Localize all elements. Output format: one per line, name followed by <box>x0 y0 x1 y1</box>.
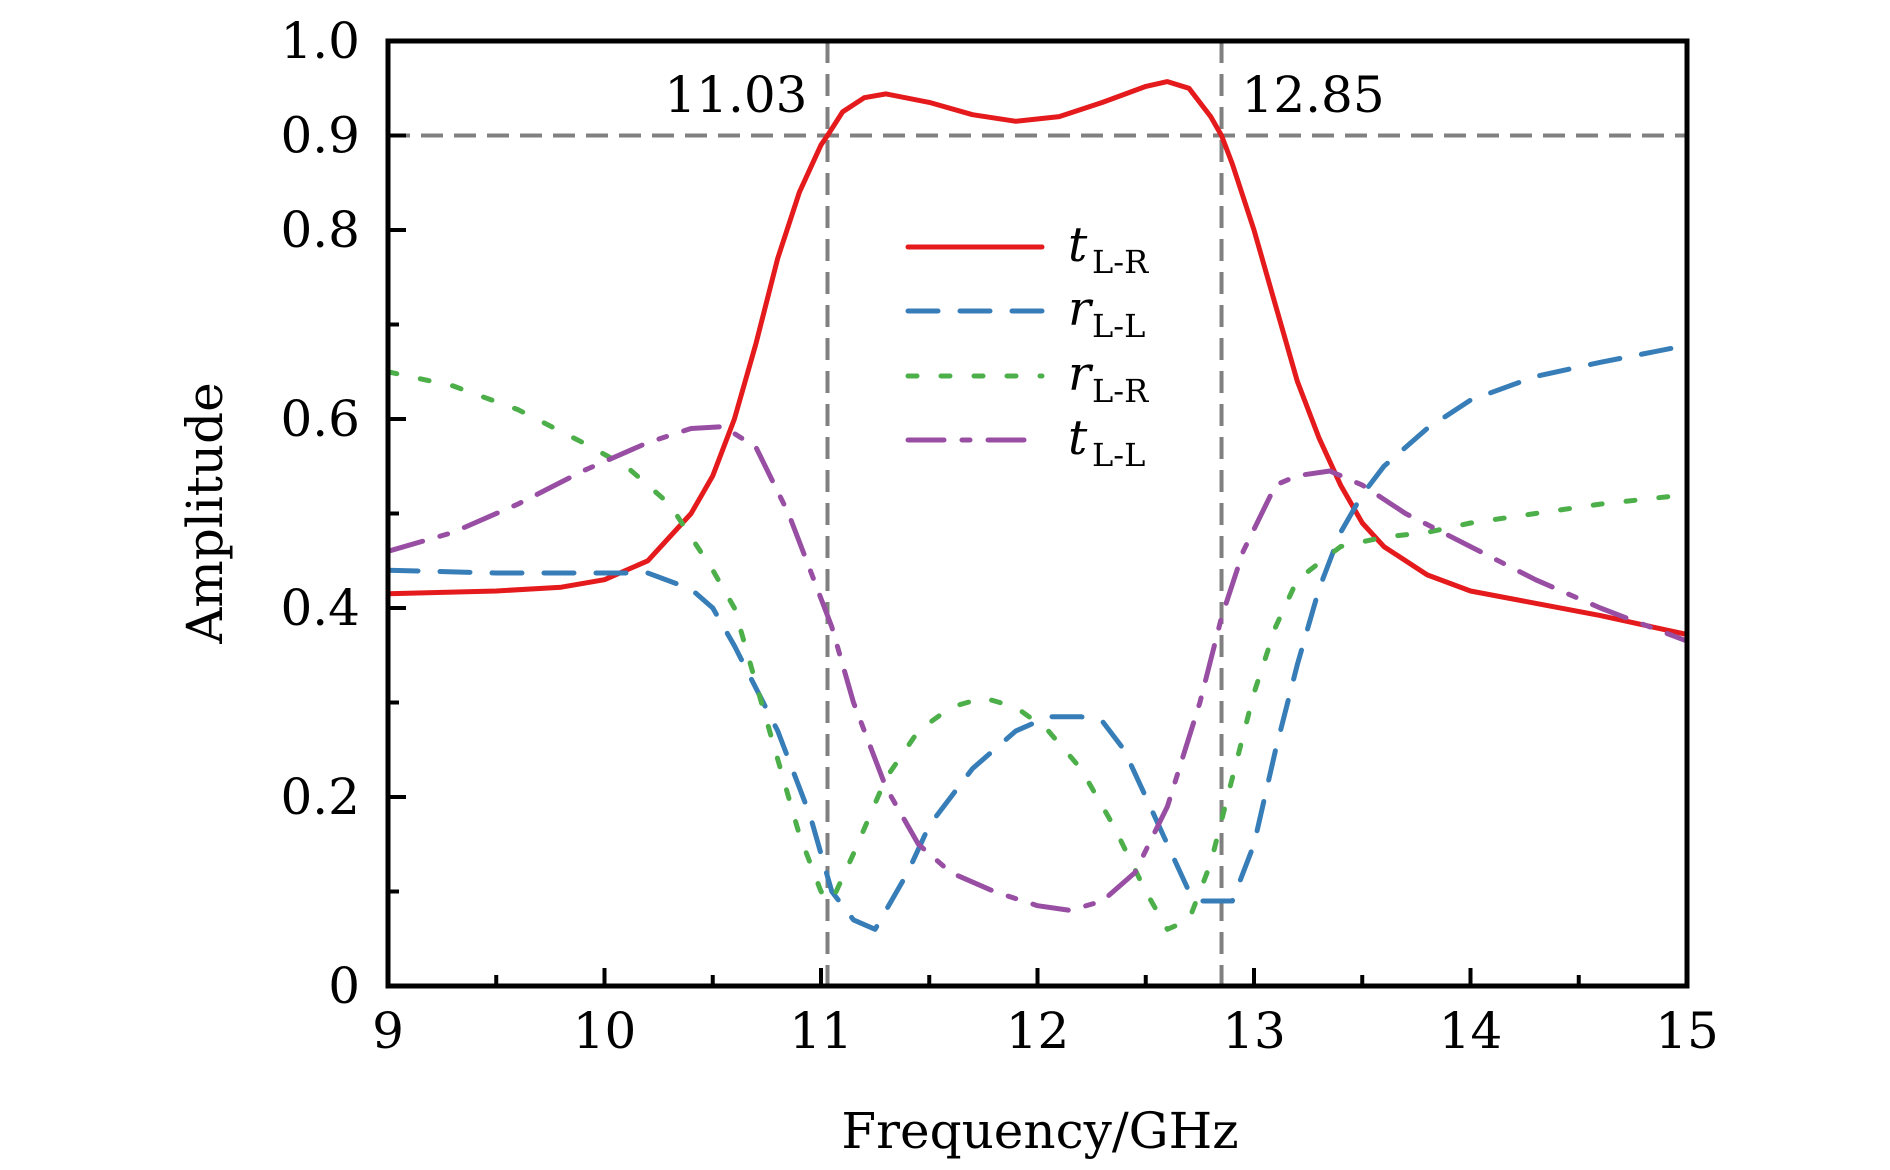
legend-label-subscript: L-L <box>1092 307 1145 345</box>
series-line-t-l-l <box>385 424 1690 913</box>
x-tick-label: 10 <box>573 1002 637 1060</box>
axes <box>385 38 1690 989</box>
series-line-t-l-r <box>385 79 1690 637</box>
tick-labels: 9 10 11 12 13 14 15 0 0.2 0.4 0.6 0.8 0.9 1.0 <box>280 12 1718 1060</box>
legend-item-t-l-l: t L-L <box>905 410 1145 474</box>
annotation-label-11-03: 11.03 <box>664 66 807 124</box>
legend: t L-Rr L-Lr L-Rt L-L <box>905 217 1149 474</box>
legend-label-subscript: L-R <box>1092 372 1149 410</box>
x-tick-label: 13 <box>1222 1002 1286 1060</box>
y-tick-label: 0 <box>328 957 360 1015</box>
annotations: 11.03 12.85 <box>664 66 1384 124</box>
series-line-r-l-l <box>385 342 1690 932</box>
x-tick-label: 15 <box>1655 1002 1719 1060</box>
legend-label-symbol: r <box>1068 281 1094 337</box>
y-tick-label: 0.9 <box>280 107 360 165</box>
legend-item-r-l-r: r L-R <box>905 346 1149 410</box>
y-tick-label: 0.8 <box>280 201 360 259</box>
y-axis-title: Amplitude <box>176 382 234 644</box>
legend-label-subscript: L-L <box>1092 436 1145 474</box>
x-axis-title: Frequency/GHz <box>841 1102 1238 1160</box>
series-line-r-l-r <box>385 369 1690 932</box>
x-tick-label: 9 <box>372 1002 404 1060</box>
reference-lines <box>388 41 1687 986</box>
x-tick-label: 14 <box>1439 1002 1503 1060</box>
y-tick-label: 0.4 <box>280 579 360 637</box>
y-tick-label: 1.0 <box>280 12 360 70</box>
y-tick-label: 0.2 <box>280 768 360 826</box>
annotation-label-12-85: 12.85 <box>1242 66 1385 124</box>
legend-label-symbol: t <box>1068 217 1088 273</box>
x-tick-label: 12 <box>1006 1002 1070 1060</box>
legend-label-subscript: L-R <box>1092 243 1149 281</box>
legend-label-symbol: r <box>1068 346 1094 402</box>
legend-item-r-l-l: r L-L <box>905 281 1145 345</box>
y-tick-label: 0.6 <box>280 390 360 448</box>
series-layer <box>385 79 1690 932</box>
legend-label-symbol: t <box>1068 410 1088 466</box>
x-tick-label: 11 <box>789 1002 853 1060</box>
plot-frame <box>385 38 1690 989</box>
legend-item-t-l-r: t L-R <box>905 217 1149 281</box>
